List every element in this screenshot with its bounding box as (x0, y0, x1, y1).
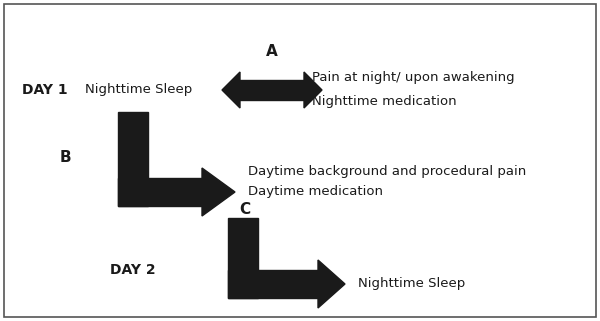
Polygon shape (118, 112, 148, 206)
Text: A: A (266, 45, 278, 59)
Polygon shape (238, 80, 306, 100)
Polygon shape (202, 168, 235, 216)
Text: Nighttime Sleep: Nighttime Sleep (85, 83, 192, 97)
Text: Pain at night/ upon awakening: Pain at night/ upon awakening (312, 72, 515, 84)
Text: Nighttime Sleep: Nighttime Sleep (358, 277, 465, 291)
Polygon shape (318, 260, 345, 308)
Text: Daytime background and procedural pain: Daytime background and procedural pain (248, 166, 526, 178)
Polygon shape (228, 270, 318, 298)
Text: DAY 1: DAY 1 (22, 83, 68, 97)
Text: DAY 2: DAY 2 (110, 263, 155, 277)
Polygon shape (118, 178, 202, 206)
Text: B: B (60, 151, 71, 166)
Text: C: C (239, 203, 251, 218)
Polygon shape (222, 72, 240, 108)
Text: Nighttime medication: Nighttime medication (312, 96, 457, 108)
Polygon shape (228, 218, 258, 298)
Polygon shape (304, 72, 322, 108)
Text: Daytime medication: Daytime medication (248, 186, 383, 198)
